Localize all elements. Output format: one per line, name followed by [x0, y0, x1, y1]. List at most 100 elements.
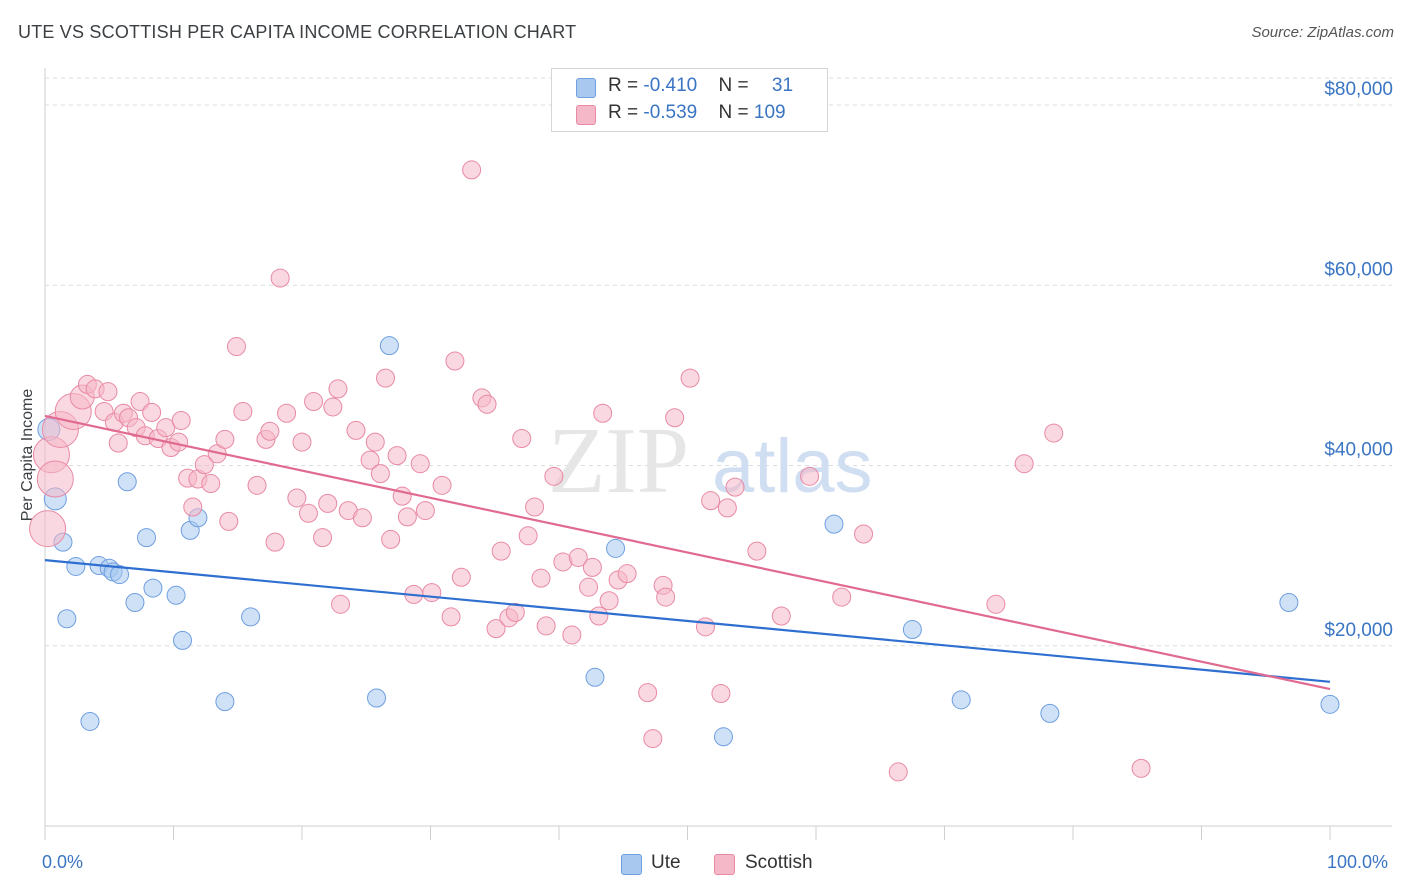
chart-source: Source: ZipAtlas.com: [1251, 24, 1394, 41]
ute-point: [1040, 703, 1060, 723]
scottish-point: [771, 606, 791, 626]
scottish-point: [445, 351, 465, 371]
scottish-point: [656, 587, 676, 607]
ute-point: [1279, 593, 1299, 613]
scottish-point: [328, 379, 348, 399]
scottish-point: [29, 510, 67, 548]
scottish-point: [665, 408, 685, 428]
scottish-point: [287, 488, 307, 508]
scottish-point: [108, 433, 128, 453]
scottish-point: [194, 455, 214, 475]
y-tick-label: $60,000: [1324, 259, 1393, 280]
bottom-legend-label-ute: Ute: [651, 852, 681, 873]
ute-point: [585, 667, 605, 687]
scottish-point: [397, 507, 417, 527]
legend-swatch-scottish: [576, 105, 596, 125]
scottish-point: [701, 491, 721, 511]
legend-r-value-scottish: -0.539: [643, 102, 698, 123]
ute-point: [379, 336, 399, 356]
scottish-point: [888, 762, 908, 782]
ute-point: [166, 585, 186, 605]
scottish-point: [226, 337, 246, 357]
scottish-point: [360, 450, 380, 470]
scottish-point: [589, 606, 609, 626]
legend-n-label: N =: [718, 75, 754, 96]
scottish-point: [491, 541, 511, 561]
scottish-point: [451, 567, 471, 587]
scottish-point: [304, 392, 324, 412]
scottish-point: [486, 619, 506, 639]
scottish-point: [410, 454, 430, 474]
watermark: ZIP atlas: [548, 409, 873, 513]
ute-point: [80, 711, 100, 731]
scottish-point: [265, 532, 285, 552]
bottom-legend-ute: Ute: [621, 852, 681, 875]
scottish-point: [725, 477, 745, 497]
scottish-point: [215, 429, 235, 449]
y-tick-label: $40,000: [1324, 440, 1393, 461]
scottish-point: [593, 403, 613, 423]
scottish-point: [505, 602, 525, 622]
scottish-point: [536, 616, 556, 636]
scottish-point: [346, 420, 366, 440]
ute-point: [367, 688, 387, 708]
scottish-point: [477, 394, 497, 414]
scottish-point: [680, 368, 700, 388]
ute-point: [66, 556, 86, 576]
scottish-point: [171, 410, 191, 430]
scottish-point: [579, 577, 599, 597]
ute-point: [1320, 694, 1340, 714]
ute-point: [137, 528, 157, 548]
scottish-point: [313, 528, 333, 548]
ute-point: [241, 607, 261, 627]
scottish-point: [376, 368, 396, 388]
legend-r-value-ute: -0.410: [643, 75, 698, 96]
scottish-point: [422, 583, 442, 603]
scottish-point: [747, 541, 767, 561]
bottom-legend-label-scottish: Scottish: [745, 852, 813, 873]
scottish-point: [415, 501, 435, 521]
ute-point: [606, 538, 626, 558]
scottish-point: [512, 428, 532, 448]
ute-point: [117, 472, 137, 492]
scottish-point: [365, 432, 385, 452]
legend-swatch-ute: [576, 78, 596, 98]
scottish-point: [219, 511, 239, 531]
scottish-point: [270, 268, 290, 288]
legend-n-value-ute: 31: [771, 75, 794, 96]
scottish-point: [562, 625, 582, 645]
scottish-point: [432, 475, 452, 495]
scottish-point: [183, 497, 203, 517]
legend-n-label: N =: [718, 102, 754, 123]
scottish-point: [638, 683, 658, 703]
ute-point: [902, 620, 922, 640]
scottish-point: [247, 475, 267, 495]
series-scottish-points: [29, 160, 1151, 782]
chart-title: UTE VS SCOTTISH PER CAPITA INCOME CORREL…: [18, 22, 577, 42]
ute-trend-line: [44, 559, 1331, 683]
bottom-legend-swatch-ute: [621, 854, 642, 875]
ute-point: [713, 727, 733, 747]
scottish-point: [599, 591, 619, 611]
scottish-point: [582, 557, 602, 577]
scottish-point: [201, 474, 221, 494]
y-tick-labels: $20,000 $40,000 $60,000 $80,000: [1324, 79, 1393, 641]
ute-point: [143, 578, 163, 598]
legend-n-value-scottish: 109: [753, 102, 786, 123]
grid-lines: [45, 77, 1392, 647]
scottish-point: [156, 418, 176, 438]
scottish-point: [277, 403, 297, 423]
y-tick-label: $20,000: [1324, 620, 1393, 641]
scottish-point: [854, 524, 874, 544]
scottish-point: [617, 564, 637, 584]
scottish-point: [260, 421, 280, 441]
scottish-point: [643, 729, 663, 749]
scottish-point: [568, 547, 588, 567]
scottish-point: [531, 568, 551, 588]
scottish-point: [142, 402, 162, 422]
scottish-point: [717, 498, 737, 518]
scottish-point: [370, 464, 390, 484]
scottish-point: [233, 401, 253, 421]
scottish-point: [298, 503, 318, 523]
